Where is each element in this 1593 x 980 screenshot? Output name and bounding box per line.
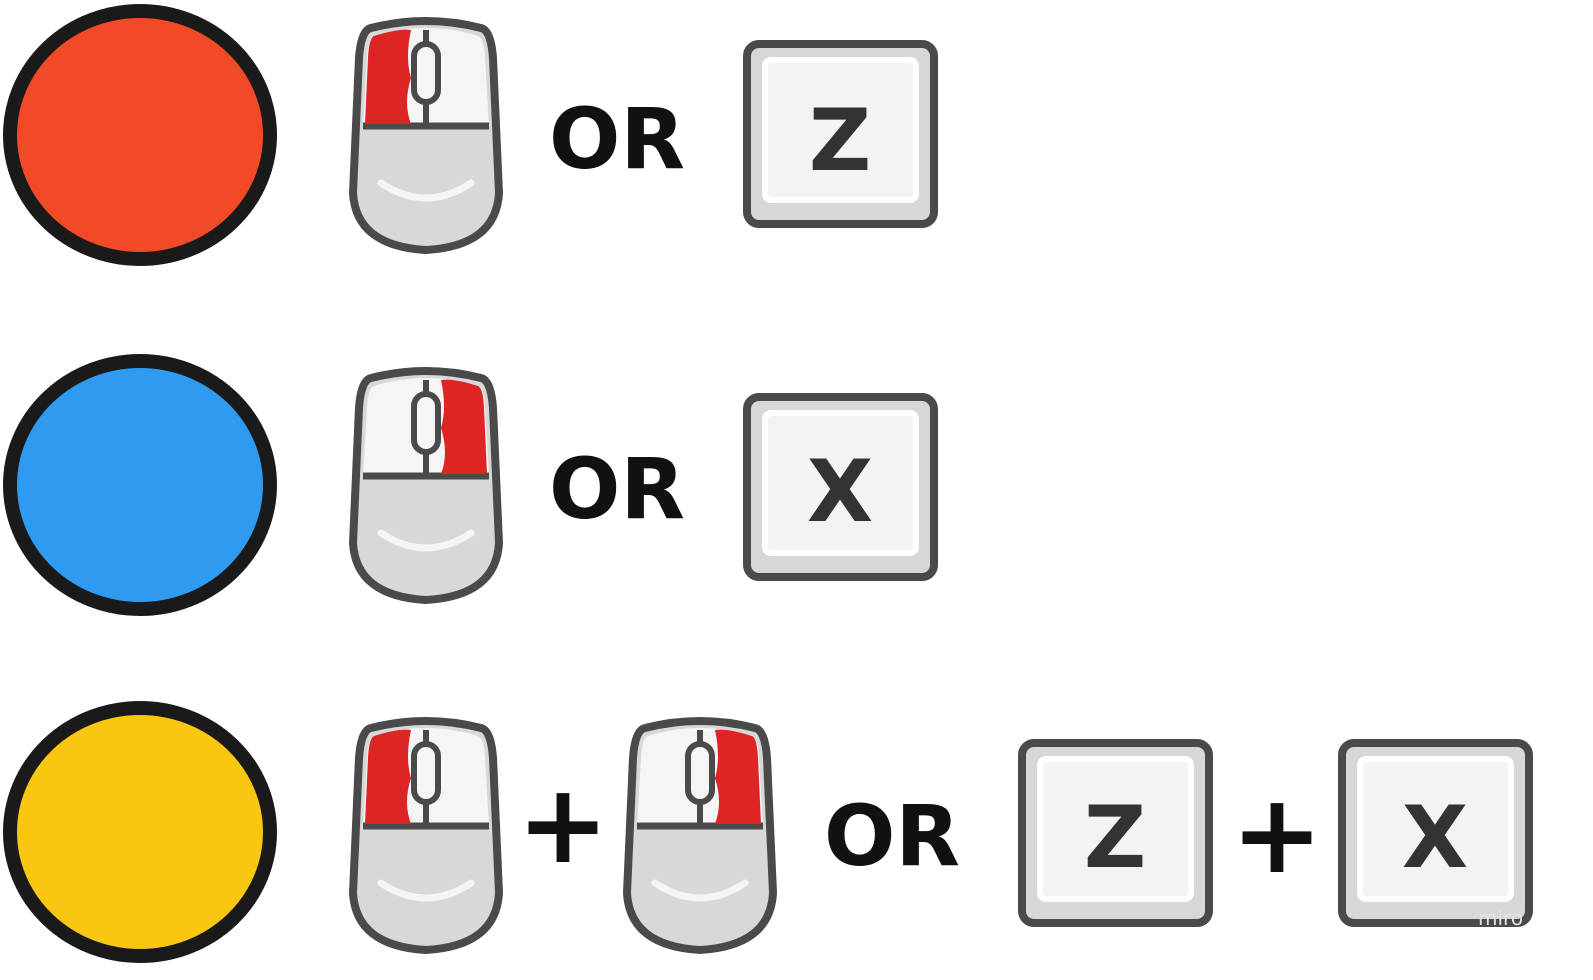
or-label: OR xyxy=(549,440,685,538)
plus-sign: + xyxy=(517,760,609,888)
z-key-icon: Z xyxy=(1022,743,1209,923)
mouse-left-button-icon xyxy=(353,21,499,250)
key-label: X xyxy=(807,442,873,542)
red-circle xyxy=(3,4,277,266)
key-label: X xyxy=(1402,788,1468,888)
mouse-right-button-icon xyxy=(353,371,499,600)
row-3-both-click: + OR Z + X xyxy=(3,701,1529,963)
or-label: OR xyxy=(824,787,960,885)
x-key-icon: X xyxy=(1342,743,1529,923)
watermark: miro xyxy=(1478,906,1523,930)
row-1-left-click: OR Z xyxy=(3,4,934,266)
row-2-right-click: OR X xyxy=(3,354,934,616)
mouse-right-button-icon xyxy=(627,721,773,950)
x-key-icon: X xyxy=(747,397,934,577)
or-label: OR xyxy=(549,90,685,188)
z-key-icon: Z xyxy=(747,44,934,224)
blue-circle xyxy=(3,354,277,616)
key-label: Z xyxy=(1084,788,1146,888)
plus-sign: + xyxy=(1231,770,1323,898)
yellow-circle xyxy=(3,701,277,963)
mouse-left-button-icon xyxy=(353,721,499,950)
key-label: Z xyxy=(809,91,871,191)
